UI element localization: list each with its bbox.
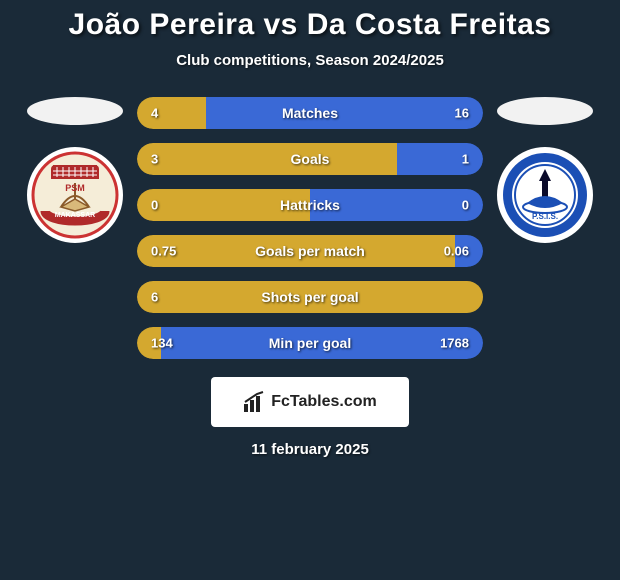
bar-right xyxy=(206,97,483,129)
stat-value-left: 3 xyxy=(151,152,158,167)
bar-left xyxy=(137,143,397,175)
stat-value-left: 134 xyxy=(151,336,173,351)
brand-badge[interactable]: FcTables.com xyxy=(211,377,409,427)
left-shadow-ellipse xyxy=(27,97,123,125)
footer-date: 11 february 2025 xyxy=(0,441,620,458)
right-shadow-ellipse xyxy=(497,97,593,125)
psm-logo-svg: MAKASSAR PSM xyxy=(31,151,119,239)
left-column: MAKASSAR PSM xyxy=(25,97,125,243)
stats-column: 4 Matches 16 3 Goals 1 0 Hattricks 0 0.75 Goals pe… xyxy=(137,97,483,359)
page-subtitle: Club competitions, Season 2024/2025 xyxy=(0,52,620,69)
bar-right xyxy=(397,143,484,175)
stat-value-right: 1 xyxy=(462,152,469,167)
stat-row: 6 Shots per goal xyxy=(137,281,483,313)
stat-value-left: 4 xyxy=(151,106,158,121)
right-column: P.S.I.S. xyxy=(495,97,595,243)
psis-logo-svg: P.S.I.S. xyxy=(501,151,589,239)
stat-value-left: 0.75 xyxy=(151,244,176,259)
page-title: João Pereira vs Da Costa Freitas xyxy=(0,8,620,42)
stat-value-right: 0.06 xyxy=(444,244,469,259)
svg-text:MAKASSAR: MAKASSAR xyxy=(55,212,95,219)
stat-label: Hattricks xyxy=(280,197,340,213)
stat-value-right: 0 xyxy=(462,198,469,213)
brand-label: FcTables.com xyxy=(271,393,377,411)
stat-label: Goals xyxy=(291,151,330,167)
stat-row: 4 Matches 16 xyxy=(137,97,483,129)
stat-value-right: 16 xyxy=(455,106,469,121)
bar-left xyxy=(137,97,206,129)
stat-row: 0.75 Goals per match 0.06 xyxy=(137,235,483,267)
left-club-logo: MAKASSAR PSM xyxy=(27,147,123,243)
chart-icon xyxy=(243,391,265,413)
comparison-card: João Pereira vs Da Costa Freitas Club co… xyxy=(0,0,620,458)
stat-value-right: 1768 xyxy=(440,336,469,351)
stat-label: Matches xyxy=(282,105,338,121)
stat-row: 134 Min per goal 1768 xyxy=(137,327,483,359)
svg-text:PSM: PSM xyxy=(65,183,85,193)
main-row: MAKASSAR PSM 4 Matches 16 3 Goals 1 0 Hattricks… xyxy=(0,97,620,359)
stat-row: 3 Goals 1 xyxy=(137,143,483,175)
stat-value-left: 6 xyxy=(151,290,158,305)
svg-text:P.S.I.S.: P.S.I.S. xyxy=(532,212,558,221)
stat-label: Min per goal xyxy=(269,335,351,351)
stat-row: 0 Hattricks 0 xyxy=(137,189,483,221)
stat-label: Shots per goal xyxy=(261,289,358,305)
stat-value-left: 0 xyxy=(151,198,158,213)
stat-label: Goals per match xyxy=(255,243,365,259)
right-club-logo: P.S.I.S. xyxy=(497,147,593,243)
